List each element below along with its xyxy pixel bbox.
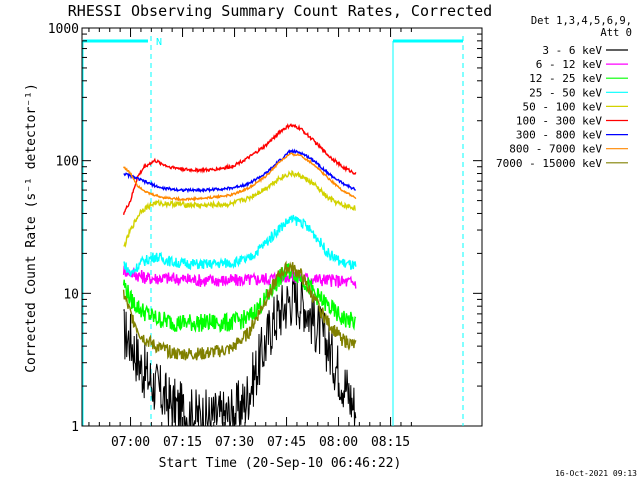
- legend-item-label: 300 - 800 keV: [516, 129, 602, 142]
- x-tick-label: 08:15: [371, 435, 410, 450]
- y-axis-label: Corrected Count Rate (s⁻¹ detector⁻¹): [24, 83, 39, 373]
- series-line: [122, 263, 357, 333]
- orbit-annotation-n: N: [156, 37, 162, 48]
- legend-header: Att 0: [600, 27, 632, 39]
- x-tick-label: 07:15: [163, 435, 202, 450]
- x-tick-label: 07:00: [111, 435, 150, 450]
- footer-timestamp: 16-Oct-2021 09:13: [555, 469, 637, 478]
- legend-item-label: 6 - 12 keV: [536, 58, 603, 71]
- legend-item-label: 12 - 25 keV: [529, 72, 602, 85]
- series-line: [122, 265, 357, 289]
- series-line: [123, 148, 356, 194]
- legend-header: Det 1,3,4,5,6,9,: [531, 15, 632, 27]
- series-line: [122, 152, 357, 202]
- series-line: [122, 260, 357, 361]
- series-lines: [122, 122, 357, 428]
- legend-item-label: 25 - 50 keV: [529, 86, 602, 99]
- y-axis: 1 10 100 1000: [48, 22, 482, 435]
- x-axis: 07:00 07:15 07:30 07:45 08:00 08:15: [88, 28, 412, 450]
- plot-frame: [81, 27, 483, 427]
- orbit-markers: N: [82, 36, 464, 426]
- y-tick-label: 10: [63, 287, 79, 302]
- y-tick-label: 100: [56, 155, 79, 170]
- x-axis-label: Start Time (20-Sep-10 06:46:22): [159, 456, 402, 471]
- chart-title: RHESSI Observing Summary Count Rates, Co…: [68, 2, 492, 20]
- legend-item-label: 100 - 300 keV: [516, 115, 602, 128]
- series-line: [123, 214, 357, 278]
- x-tick-label: 07:45: [267, 435, 306, 450]
- legend-item-label: 3 - 6 keV: [542, 44, 602, 57]
- series-line: [123, 169, 356, 249]
- x-tick-label: 07:30: [215, 435, 254, 450]
- legend-item-label: 7000 - 15000 keV: [496, 157, 602, 170]
- series-line: [123, 274, 357, 428]
- x-tick-label: 08:00: [319, 435, 358, 450]
- legend-item-label: 50 - 100 keV: [523, 100, 603, 113]
- y-tick-label: 1: [71, 420, 79, 435]
- legend-item-label: 800 - 7000 keV: [509, 143, 602, 156]
- series-line: [122, 122, 357, 215]
- y-tick-label: 1000: [48, 22, 79, 37]
